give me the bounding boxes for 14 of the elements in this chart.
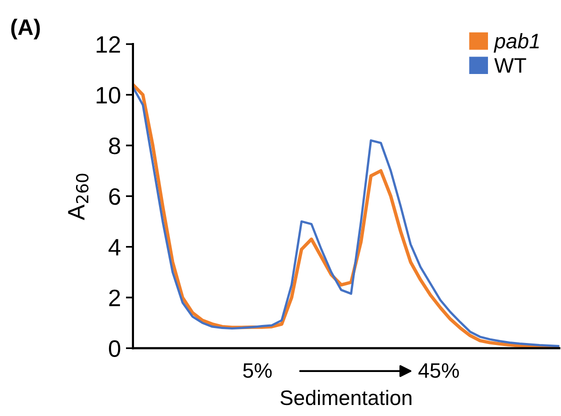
y-axis-title: A$_{260}$ [68,174,88,220]
x-axis-title: Sedimentation [280,390,412,406]
text: 45% [418,363,459,378]
y-tick-label: 10 [96,86,120,104]
y-tick-label: 4 [108,239,120,256]
y-tick-label: 6 [109,188,120,205]
legend-label: WT [494,58,526,73]
text: 5% [243,363,272,378]
y-tick-label: 12 [96,36,120,53]
legend-label: pab1 [494,33,539,53]
text: (A) [11,18,40,40]
y-tick-label: 8 [109,138,120,154]
y-tick-label: 0 [108,340,120,357]
y-tick-label: 2 [109,290,120,306]
